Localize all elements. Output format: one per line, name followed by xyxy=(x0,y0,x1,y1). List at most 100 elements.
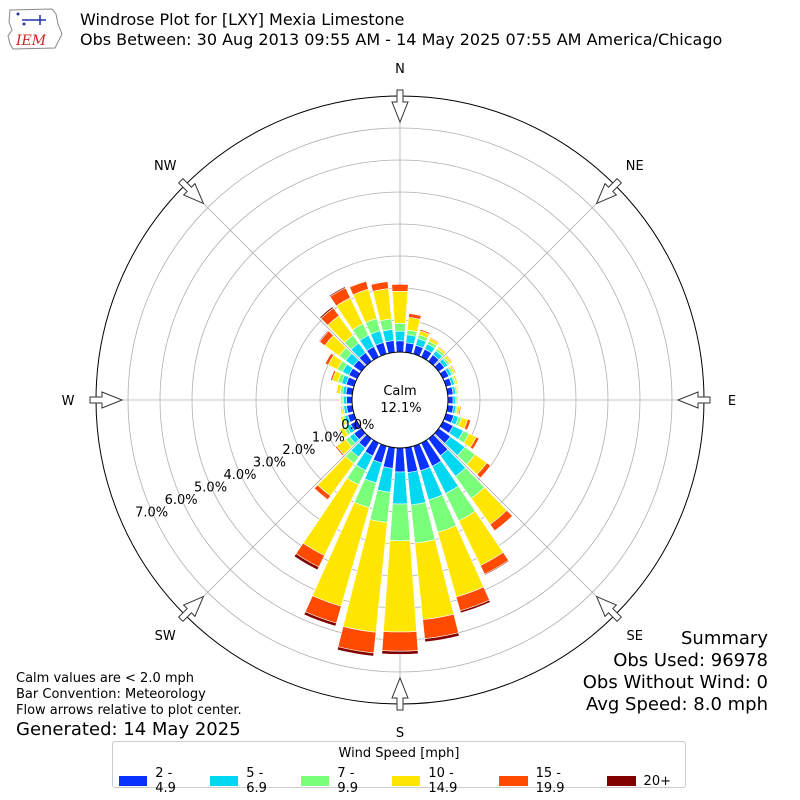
legend-item: 7 - 9.9 xyxy=(301,766,378,796)
wind-bar-segment xyxy=(394,447,406,473)
wind-bar-segment xyxy=(381,631,419,652)
flow-arrow-icon xyxy=(177,595,205,623)
wind-bar-segment xyxy=(457,385,460,395)
flow-arrow-icon xyxy=(89,391,124,409)
flow-arrow-icon xyxy=(391,676,409,711)
radial-tick-label: 2.0% xyxy=(282,443,315,458)
wind-bar-segment xyxy=(392,471,408,505)
legend-item: 20+ xyxy=(606,766,671,796)
wind-bar-segment xyxy=(395,340,405,353)
wind-bar-segment xyxy=(459,405,462,416)
wind-bar-segment xyxy=(406,316,421,333)
wind-bar-segment xyxy=(389,503,411,542)
wind-bar-segment xyxy=(335,383,339,394)
wind-bar-segment xyxy=(472,438,480,450)
wind-bar-segment xyxy=(343,395,348,405)
legend-swatch xyxy=(499,776,528,786)
wind-bar-segment xyxy=(319,306,334,319)
wind-bar-segment xyxy=(338,428,345,439)
wind-bar-segment xyxy=(447,395,454,405)
direction-label: W xyxy=(62,394,75,409)
wind-bar-segment xyxy=(459,599,491,614)
calm-value: 12.1% xyxy=(380,401,421,416)
wind-bar-segment xyxy=(394,322,406,332)
wind-bar-segment xyxy=(424,632,460,643)
flow-arrow-icon xyxy=(595,177,623,205)
wind-bar-segment xyxy=(484,559,510,576)
calm-center: Calm 12.1% xyxy=(380,384,421,416)
legend-label: 20+ xyxy=(643,773,671,789)
radial-tick-label: 1.0% xyxy=(312,430,345,445)
wind-bar-segment xyxy=(455,374,460,384)
wind-bar-segment xyxy=(334,446,343,457)
wind-bar-segment xyxy=(336,646,375,657)
flow-arrow-icon xyxy=(177,177,205,205)
wind-bar-segment xyxy=(329,369,335,381)
wind-bar-segment xyxy=(328,286,346,298)
radial-tick-label: 0.0% xyxy=(341,418,374,433)
legend-swatch xyxy=(606,776,636,786)
wind-bar-segment xyxy=(391,283,409,292)
wind-bar-segment xyxy=(318,329,330,343)
legend-label: 5 - 6.9 xyxy=(246,766,267,796)
wind-bar-segment xyxy=(303,611,337,627)
wind-bar-segment xyxy=(404,342,415,354)
direction-label: NW xyxy=(154,159,177,174)
direction-label: N xyxy=(395,62,405,77)
logo-text: IEM xyxy=(15,33,47,49)
wind-bar-segment xyxy=(480,465,492,479)
wind-bar-segment xyxy=(382,329,395,343)
wind-bar-segment xyxy=(466,419,472,431)
legend-item: 2 - 4.9 xyxy=(119,766,196,796)
wind-bar-segment xyxy=(452,395,456,405)
iem-logo: IEM xyxy=(7,8,63,50)
wind-bar-segment xyxy=(391,283,409,285)
wind-bar-segment xyxy=(394,330,406,342)
wind-bar-segment xyxy=(494,515,514,532)
direction-arrows xyxy=(89,89,711,711)
wind-bar-segment xyxy=(408,312,422,316)
wind-bar-segment xyxy=(430,336,440,343)
flow-arrow-icon xyxy=(595,595,623,623)
wind-bars xyxy=(293,280,514,657)
flow-arrow-icon xyxy=(391,89,409,124)
legend-label: 7 - 9.9 xyxy=(337,766,359,796)
direction-label: SE xyxy=(627,629,643,644)
direction-label: NE xyxy=(626,159,644,174)
radial-tick-label: 3.0% xyxy=(253,455,286,470)
direction-label: S xyxy=(396,726,404,741)
wind-bar-segment xyxy=(381,650,419,655)
note-flow-arrows: Flow arrows relative to plot center. xyxy=(16,703,242,718)
footer-notes: Calm values are < 2.0 mph Bar Convention… xyxy=(16,671,242,719)
wind-bar-segment xyxy=(438,345,447,353)
summary-title: Summary xyxy=(681,628,768,649)
wind-bar-segment xyxy=(370,280,389,285)
chart-title: Windrose Plot for [LXY] Mexia Limestone xyxy=(80,10,405,29)
legend-item: 15 - 19.9 xyxy=(499,766,592,796)
wind-bar-segment xyxy=(324,352,332,365)
wind-bar-segment xyxy=(348,280,367,288)
legend-title: Wind Speed [mph] xyxy=(338,746,460,761)
legend-swatch xyxy=(392,776,421,786)
note-calm: Calm values are < 2.0 mph xyxy=(16,671,195,686)
wind-bar-segment xyxy=(391,290,409,324)
wind-bar-segment xyxy=(339,416,344,426)
summary-box: Summary Obs Used: 96978 Obs Without Wind… xyxy=(583,628,768,716)
legend-label: 2 - 4.9 xyxy=(155,766,176,796)
legend-swatch xyxy=(210,776,239,786)
summary-obs-without-wind: Obs Without Wind: 0 xyxy=(582,672,768,693)
radial-tick-label: 4.0% xyxy=(223,468,256,483)
radial-tick-label: 6.0% xyxy=(165,493,198,508)
calm-label: Calm xyxy=(383,384,416,399)
radial-tick-label: 7.0% xyxy=(135,505,168,520)
wind-bar-segment xyxy=(451,364,457,374)
wind-bar-segment xyxy=(383,540,417,633)
summary-avg-speed: Avg Speed: 8.0 mph xyxy=(586,694,768,715)
legend-item: 10 - 14.9 xyxy=(392,766,485,796)
wind-bar-segment xyxy=(385,340,396,354)
chart-subtitle: Obs Between: 30 Aug 2013 09:55 AM - 14 M… xyxy=(80,30,723,49)
grid-ring xyxy=(127,127,673,673)
direction-label: SW xyxy=(155,629,176,644)
legend-label: 15 - 19.9 xyxy=(535,766,565,796)
